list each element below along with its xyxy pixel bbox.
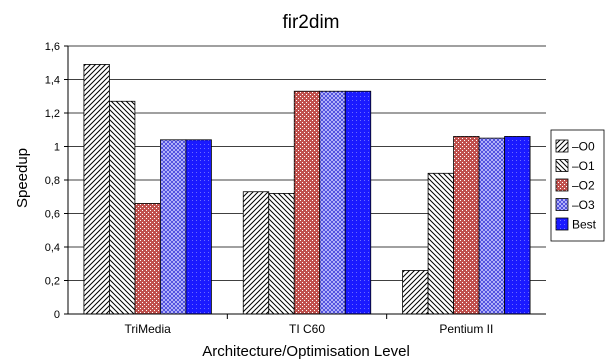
y-tick-labels: 0 0,2 0,4 0,6 0,8 1 1,2 1,4 1,6 xyxy=(45,41,60,321)
bar xyxy=(453,136,480,315)
y-tick-label: 1,6 xyxy=(45,41,60,53)
bar xyxy=(504,136,531,315)
bar xyxy=(344,90,372,315)
chart-title: fir2dim xyxy=(282,12,339,33)
y-tick-label: 1,4 xyxy=(45,75,60,87)
legend-swatch xyxy=(555,198,569,211)
legend-swatch xyxy=(555,139,569,153)
bar xyxy=(83,64,110,315)
legend-label: Best xyxy=(572,218,597,232)
y-tick-label: 0,2 xyxy=(45,276,60,288)
legend-label: –O0 xyxy=(572,140,595,154)
y-tick-label: 1,2 xyxy=(45,108,60,120)
y-tick-label: 0 xyxy=(54,309,60,321)
x-category-label: Pentium II xyxy=(439,322,493,336)
bar xyxy=(427,172,454,315)
bars xyxy=(83,64,531,315)
bar xyxy=(402,270,429,315)
bar xyxy=(293,90,321,315)
bar xyxy=(134,203,161,315)
legend-label: –O3 xyxy=(572,198,595,212)
x-category-labels: TriMedia TI C60 Pentium II xyxy=(125,322,494,336)
x-axis-label: Architecture/Optimisation Level xyxy=(202,343,410,360)
legend-swatch xyxy=(555,159,569,172)
bar xyxy=(160,139,187,315)
y-tick-label: 0,8 xyxy=(45,175,60,187)
y-tick-label: 1 xyxy=(54,142,60,154)
axes xyxy=(64,45,546,319)
legend-label: –O2 xyxy=(572,179,595,193)
legend-swatch xyxy=(555,217,569,231)
bar xyxy=(242,191,270,315)
legend: –O0 –O1 –O2 –O3 Best xyxy=(550,129,605,242)
bar xyxy=(478,137,505,315)
legend-swatch xyxy=(555,178,569,192)
bar xyxy=(109,100,136,315)
legend-label: –O1 xyxy=(572,159,595,173)
x-category-label: TI C60 xyxy=(289,322,325,336)
bar xyxy=(319,90,346,315)
y-axis-label: Speedup xyxy=(14,148,31,208)
y-tick-label: 0,4 xyxy=(45,242,60,254)
y-tick-label: 0,6 xyxy=(45,209,60,221)
x-category-label: TriMedia xyxy=(125,322,172,336)
bar xyxy=(268,192,295,315)
bar xyxy=(185,139,212,315)
